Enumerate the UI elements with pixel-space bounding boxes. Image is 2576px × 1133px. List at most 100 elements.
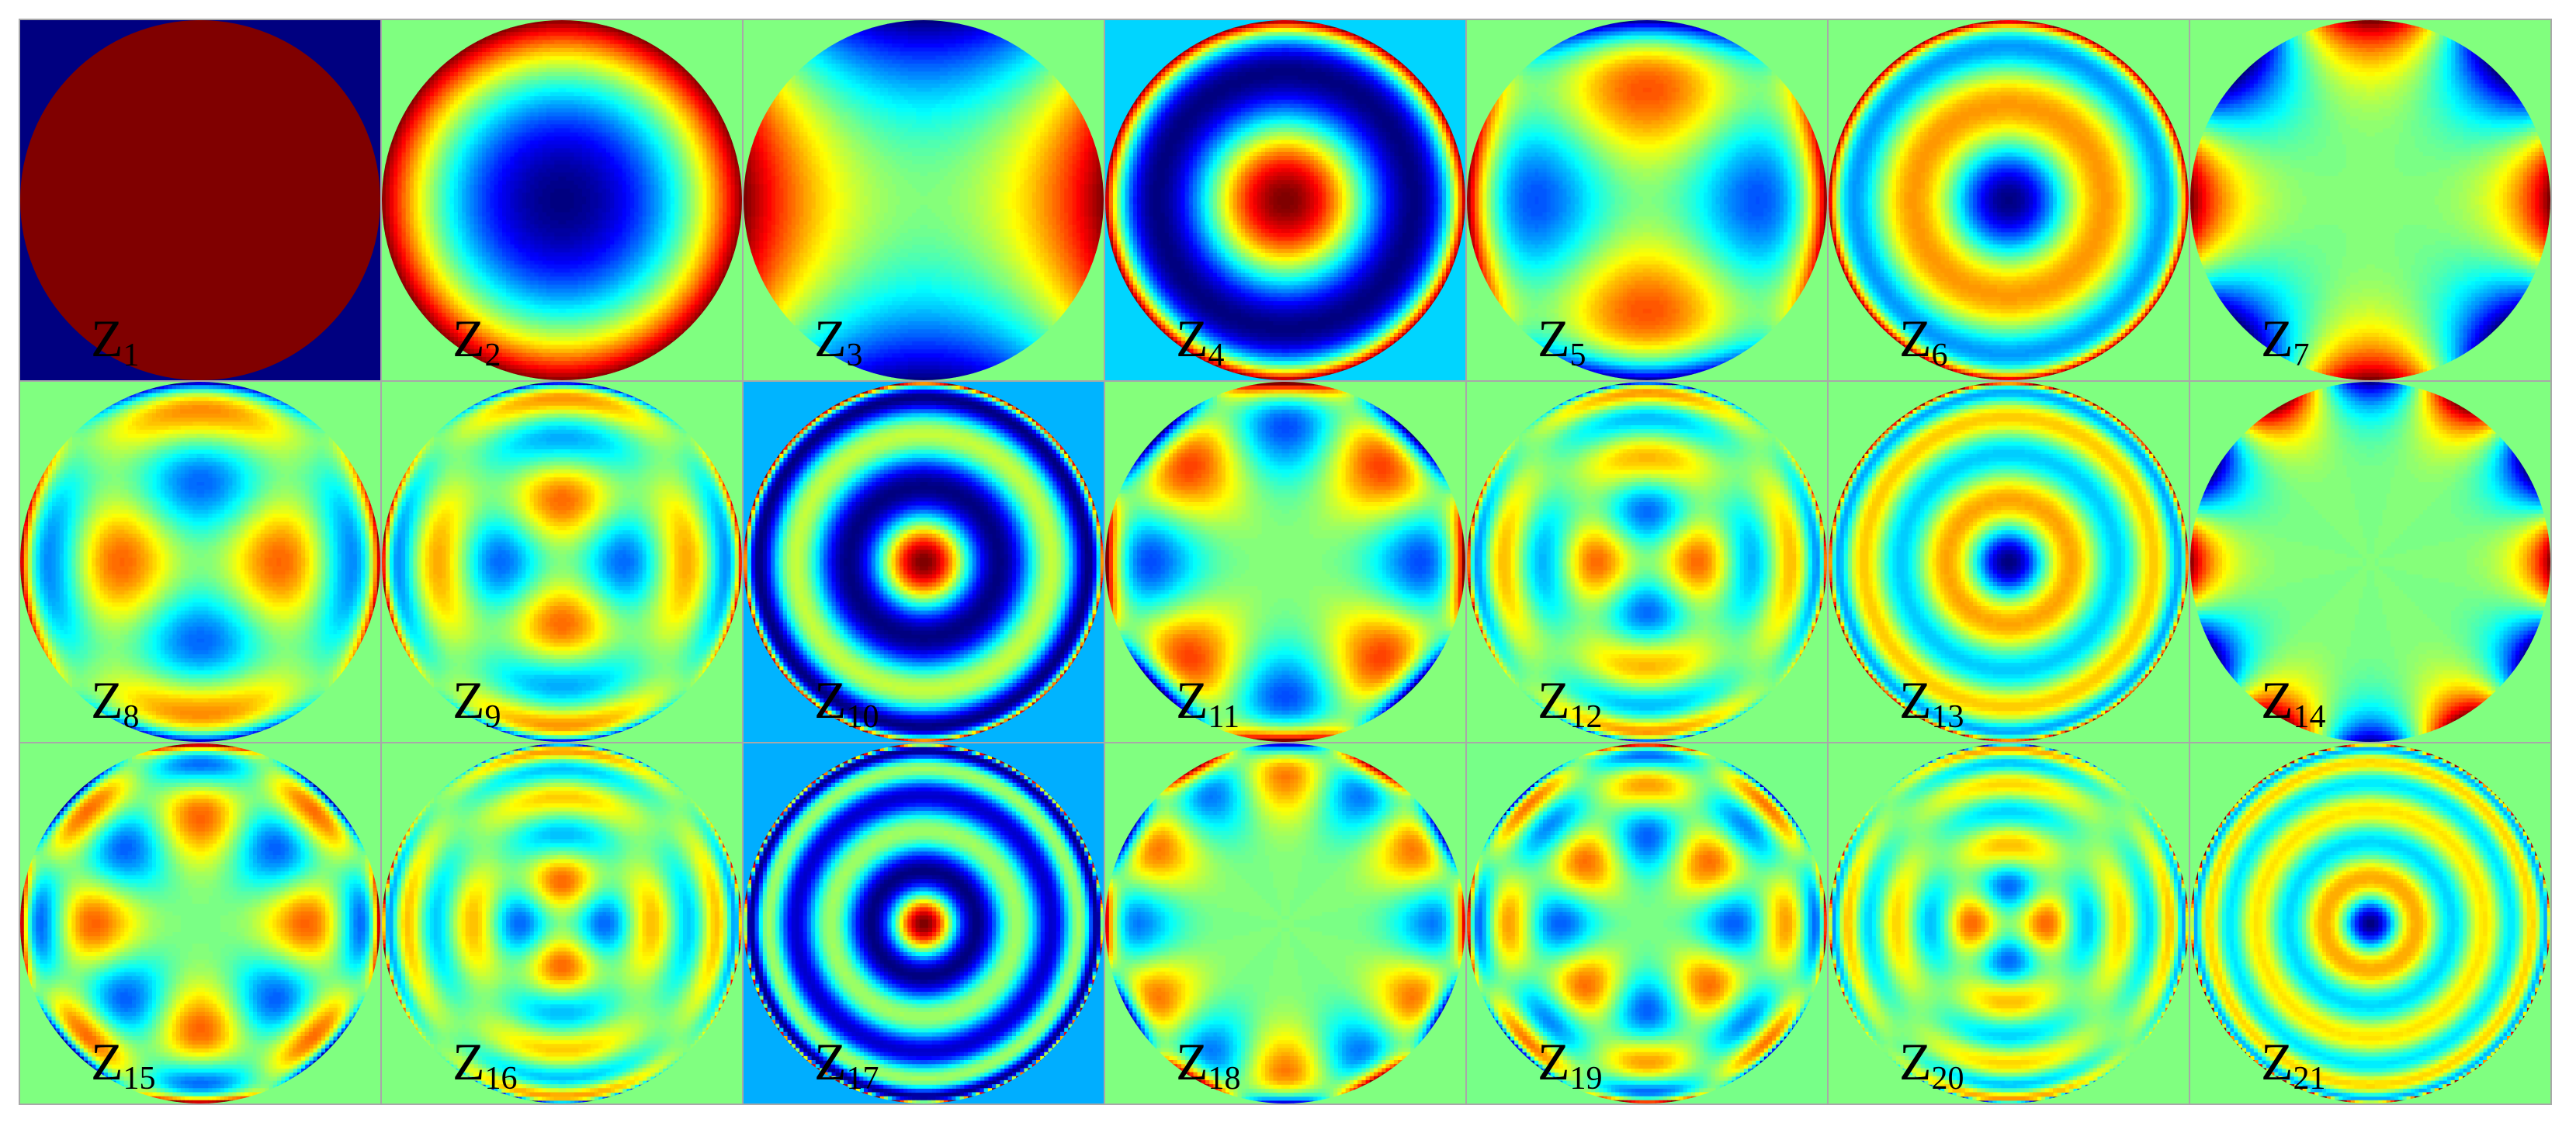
- phase-level: [767, 767, 1081, 1081]
- label-subscript: 15: [123, 1061, 156, 1097]
- phase-map: [1105, 20, 1465, 380]
- phase-level: [2225, 55, 2515, 345]
- phase-level: [1474, 750, 1821, 1097]
- phase-level: [513, 919, 611, 928]
- phase-level: [537, 175, 587, 225]
- phase-level: [767, 767, 1081, 1081]
- label-subscript: 21: [2293, 1061, 2326, 1097]
- label-symbol: Z: [1538, 1032, 1570, 1091]
- label-subscript: 10: [847, 699, 879, 735]
- phase-level: [744, 382, 1104, 742]
- label-symbol: Z: [814, 1032, 847, 1091]
- phase-map: [20, 382, 380, 742]
- phase-map: [20, 20, 380, 380]
- label-symbol: Z: [1899, 1032, 1932, 1091]
- label-subscript: 13: [1932, 699, 1964, 735]
- phase-level: [1852, 771, 2166, 1077]
- phase-level: [2193, 389, 2548, 736]
- tile-label: Z11: [1176, 670, 1239, 735]
- phase-level: [20, 20, 380, 380]
- label-symbol: Z: [1176, 309, 1208, 368]
- phase-level: [2197, 27, 2544, 374]
- phase-level: [1992, 546, 2026, 579]
- tile-label: Z2: [452, 309, 501, 373]
- phase-map: [1829, 743, 2189, 1104]
- label-symbol: Z: [91, 1032, 123, 1091]
- tile-label: Z13: [1899, 670, 1964, 735]
- phase-level: [2004, 557, 2013, 566]
- tile-label: Z4: [1176, 309, 1225, 373]
- zernike-tile: Z19: [1465, 742, 1829, 1105]
- phase-map: [744, 743, 1104, 1104]
- zernike-tile: Z11: [1104, 380, 1467, 743]
- phase-level: [2362, 915, 2379, 932]
- zernike-tile: Z21: [2189, 742, 2552, 1105]
- phase-level: [1136, 51, 1435, 350]
- phase-level: [1836, 389, 2182, 736]
- phase-level: [1112, 389, 1459, 736]
- label-subscript: 18: [1208, 1061, 1241, 1097]
- phase-map: [1105, 743, 1465, 1104]
- label-subscript: 16: [485, 1061, 518, 1097]
- tile-label: Z10: [814, 670, 879, 735]
- tile-label: Z20: [1899, 1032, 1964, 1097]
- label-symbol: Z: [814, 670, 847, 729]
- phase-level: [1177, 453, 1395, 671]
- phase-map: [2190, 20, 2550, 380]
- phase-level: [43, 767, 358, 1081]
- phase-level: [1490, 413, 1805, 712]
- phase-map: [2190, 743, 2550, 1104]
- label-symbol: Z: [91, 670, 123, 729]
- label-subscript: 12: [1570, 699, 1603, 735]
- phase-level: [31, 397, 370, 727]
- phase-level: [550, 188, 575, 213]
- zernike-tile: Z5: [1465, 19, 1829, 382]
- phase-level: [393, 762, 732, 1085]
- tile-label: Z19: [1538, 1032, 1603, 1097]
- zernike-tile: Z13: [1827, 380, 2190, 743]
- label-symbol: Z: [814, 309, 847, 368]
- label-symbol: Z: [452, 1032, 485, 1091]
- phase-level: [2205, 382, 2536, 742]
- tile-label: Z16: [452, 1032, 518, 1097]
- tile-label: Z15: [91, 1032, 156, 1097]
- phase-level: [35, 758, 366, 1089]
- phase-level: [2000, 553, 2017, 570]
- phase-level: [1470, 747, 1825, 1101]
- zernike-tile: Z20: [1827, 742, 2190, 1105]
- zernike-tile: Z4: [1104, 19, 1467, 382]
- zernike-tile: Z14: [2189, 380, 2552, 743]
- phase-level: [39, 389, 362, 736]
- tile-label: Z8: [91, 670, 140, 735]
- phase-map: [1467, 20, 1827, 380]
- phase-level: [782, 75, 1065, 326]
- phase-level: [1129, 405, 1443, 719]
- phase-level: [2004, 196, 2013, 205]
- tile-label: Z21: [2261, 1032, 2326, 1097]
- label-subscript: 14: [2293, 699, 2326, 735]
- phase-level: [397, 771, 727, 1077]
- phase-level: [1494, 389, 1801, 736]
- label-subscript: 11: [1208, 699, 1239, 735]
- label-symbol: Z: [1899, 670, 1932, 729]
- phase-level: [2366, 919, 2375, 928]
- phase-level: [1129, 43, 1443, 358]
- phase-level: [409, 747, 716, 1101]
- phase-level: [795, 64, 1053, 338]
- label-symbol: Z: [1538, 309, 1570, 368]
- phase-map: [2190, 382, 2550, 742]
- phase-map: [1467, 382, 1827, 742]
- phase-level: [795, 68, 1053, 334]
- label-subscript: 17: [847, 1061, 879, 1097]
- tile-label: Z12: [1538, 670, 1603, 735]
- label-symbol: Z: [2261, 1032, 2293, 1091]
- phase-level: [2205, 393, 2536, 732]
- phase-map: [382, 743, 742, 1104]
- phase-level: [385, 771, 740, 1077]
- phase-level: [27, 400, 374, 723]
- phase-level: [744, 743, 1104, 1104]
- phase-level: [1116, 743, 1455, 1104]
- phase-level: [747, 385, 1101, 740]
- phase-map: [1105, 382, 1465, 742]
